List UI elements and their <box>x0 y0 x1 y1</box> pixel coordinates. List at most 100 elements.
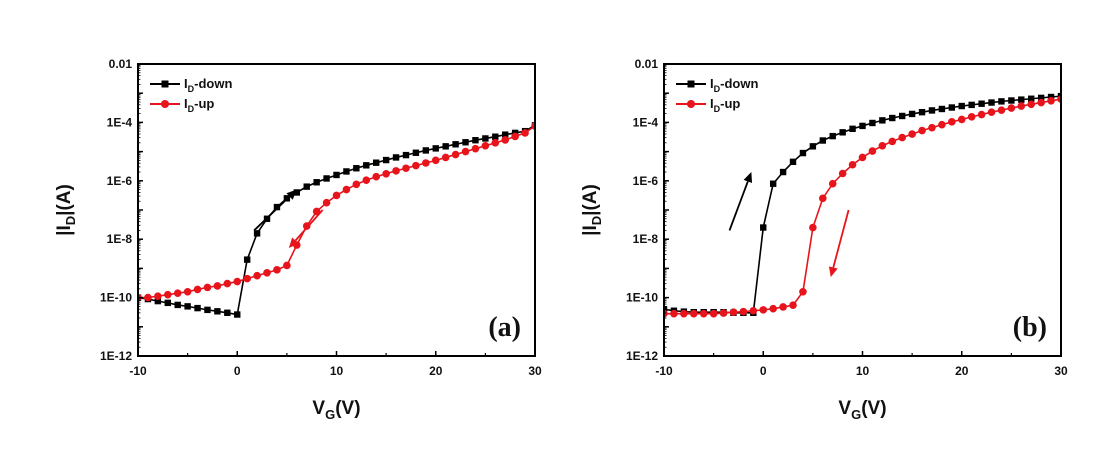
data-point <box>392 167 400 175</box>
data-point <box>491 139 500 147</box>
data-point <box>224 309 231 316</box>
data-point <box>729 308 738 317</box>
direction-arrow-icon <box>253 189 297 232</box>
data-point <box>670 309 678 318</box>
data-point <box>829 132 836 140</box>
data-point <box>323 175 330 182</box>
data-point <box>373 159 380 166</box>
data-point <box>1037 98 1045 107</box>
data-point <box>1027 100 1036 109</box>
data-point <box>432 145 439 152</box>
data-point <box>889 114 896 122</box>
legend-marker-circle <box>687 100 695 108</box>
data-point <box>1008 97 1015 104</box>
data-point <box>382 169 390 178</box>
legend-label-down: ID-down <box>710 76 758 94</box>
series-id-down <box>664 92 1061 316</box>
data-point <box>164 299 171 307</box>
y-tick-label: 1E-12 <box>626 349 658 363</box>
data-point <box>451 150 460 159</box>
data-point <box>899 112 906 120</box>
data-point <box>719 309 728 317</box>
data-point <box>908 110 916 118</box>
data-point <box>819 194 827 203</box>
data-point <box>422 147 430 154</box>
data-point <box>978 100 985 107</box>
data-point <box>739 307 748 316</box>
data-point <box>987 108 996 116</box>
x-tick-label: 30 <box>1054 364 1068 378</box>
y-tick-label: 1E-4 <box>633 115 659 129</box>
data-point <box>273 203 281 211</box>
data-point <box>809 223 817 232</box>
data-point <box>273 266 281 274</box>
data-point <box>332 191 341 200</box>
data-point <box>243 256 251 263</box>
y-tick-label: 1E-6 <box>633 174 659 188</box>
data-point <box>809 143 817 150</box>
data-point <box>234 311 241 318</box>
data-point <box>511 132 519 141</box>
axis-ticks: -10 0 10 20 30 0.01 1E-4 1E-6 1E-8 1E-10 1E-12 <box>100 57 542 378</box>
y-tick-label: 1E-4 <box>107 115 133 129</box>
data-point <box>441 153 450 162</box>
data-point <box>203 283 212 292</box>
data-point <box>431 156 440 165</box>
data-point <box>868 147 877 155</box>
x-axis-title: VG(V) <box>312 398 360 422</box>
data-point <box>183 287 192 296</box>
legend: ID-down ID-up <box>150 76 232 114</box>
data-point <box>213 282 222 290</box>
data-point <box>699 309 708 318</box>
chart-panel-a: -10 0 10 20 30 0.01 1E-4 1E-6 1E-8 1E-10 1E-12 ID-… <box>54 57 542 422</box>
data-point <box>928 123 936 132</box>
data-point <box>302 222 311 230</box>
data-point <box>293 189 300 196</box>
data-point <box>412 149 420 156</box>
data-point <box>471 144 480 153</box>
data-point <box>759 306 768 314</box>
y-tick-label: 1E-8 <box>107 232 133 246</box>
data-point <box>689 309 698 318</box>
legend-marker-circle <box>161 100 169 108</box>
data-point <box>154 292 162 300</box>
data-point <box>859 122 866 130</box>
data-point <box>1017 102 1026 110</box>
data-point <box>382 156 390 164</box>
data-point <box>918 108 926 116</box>
data-point <box>819 137 826 144</box>
y-tick-label: 1E-10 <box>100 291 132 305</box>
data-point <box>998 98 1005 105</box>
data-point <box>322 198 331 207</box>
direction-arrow-icon <box>728 172 753 231</box>
data-point <box>303 183 310 190</box>
data-point <box>769 304 777 313</box>
data-point <box>194 304 201 312</box>
y-tick-label: 1E-10 <box>626 291 658 305</box>
data-point <box>878 141 887 150</box>
data-point <box>958 102 965 110</box>
data-point <box>173 289 182 298</box>
data-point <box>502 131 509 138</box>
legend-label-up: ID-up <box>710 96 740 114</box>
data-point <box>313 179 320 186</box>
data-point <box>452 141 459 148</box>
data-point <box>253 271 261 280</box>
data-point <box>343 168 350 175</box>
data-point <box>799 287 807 296</box>
data-point <box>680 309 688 318</box>
series-line <box>664 98 1061 315</box>
data-point <box>938 120 946 129</box>
series-id-up <box>138 122 535 302</box>
direction-arrow-icon <box>828 209 850 278</box>
direction-arrows <box>728 172 850 278</box>
data-point <box>848 160 857 169</box>
data-point <box>492 133 499 140</box>
series-id-up <box>664 95 1061 318</box>
legend-entry-down: ID-down <box>676 76 758 94</box>
data-point <box>997 106 1006 114</box>
data-point <box>144 293 152 302</box>
data-point <box>1047 96 1055 105</box>
data-point <box>353 165 360 172</box>
y-tick-label: 0.01 <box>109 57 133 71</box>
